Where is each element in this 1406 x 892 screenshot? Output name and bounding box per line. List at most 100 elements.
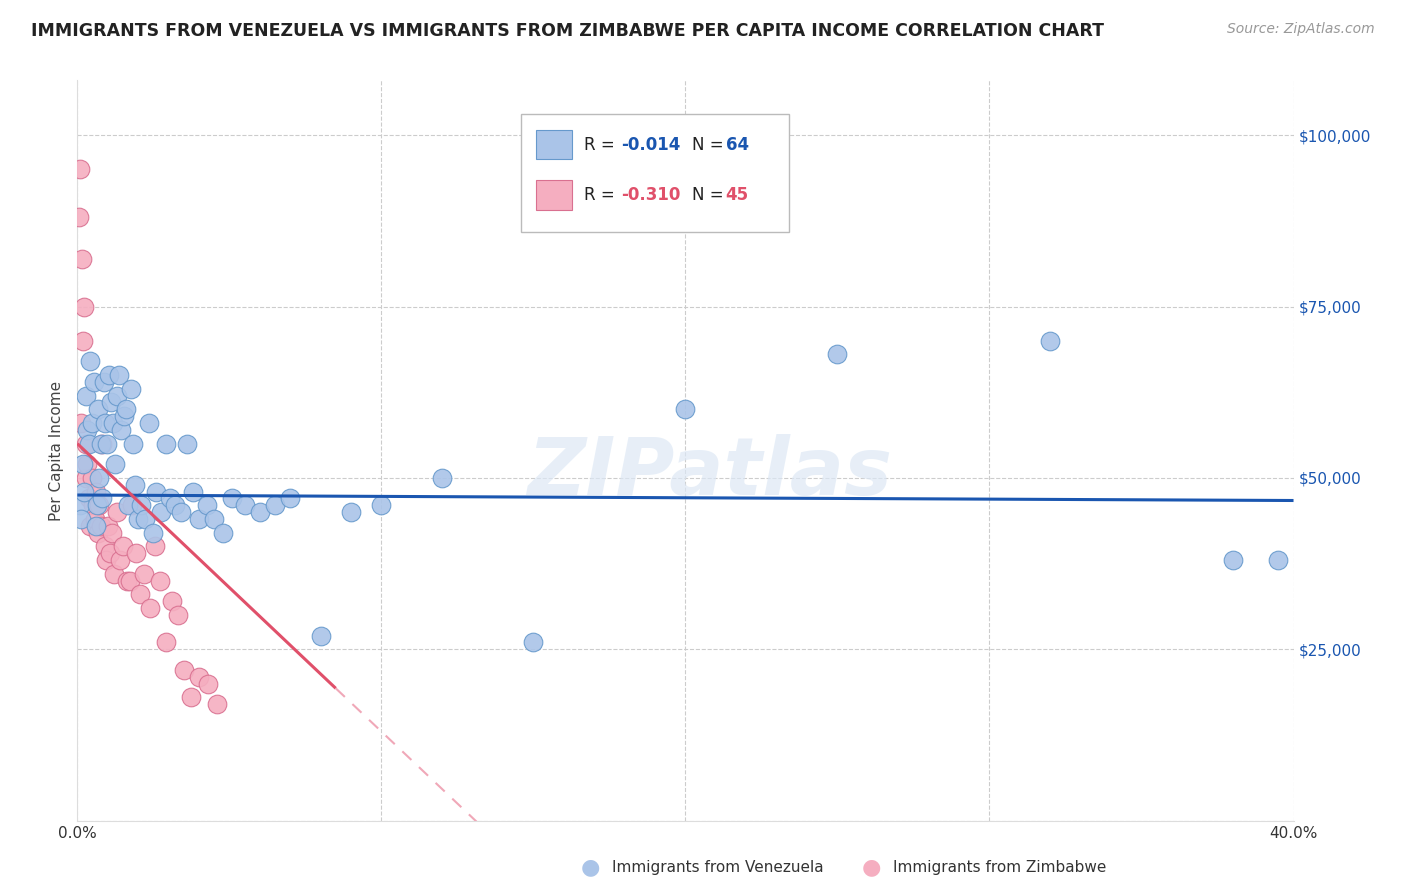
Point <box>112 409 135 424</box>
Point <box>121 436 143 450</box>
Point <box>97 519 120 533</box>
Point <box>70 512 93 526</box>
Point <box>129 498 152 512</box>
Point <box>91 491 114 506</box>
FancyBboxPatch shape <box>536 130 572 160</box>
Text: Source: ZipAtlas.com: Source: ZipAtlas.com <box>1227 22 1375 37</box>
Point <box>79 519 101 533</box>
Point <box>100 395 122 409</box>
Point <box>163 498 186 512</box>
Point <box>105 389 128 403</box>
Point <box>90 436 112 450</box>
Point <box>84 519 107 533</box>
Point <box>93 375 115 389</box>
Point <box>82 498 104 512</box>
Point <box>264 498 287 512</box>
Text: Immigrants from Zimbabwe: Immigrants from Zimbabwe <box>893 860 1107 874</box>
Point <box>827 347 849 361</box>
Text: 45: 45 <box>725 186 748 204</box>
Point <box>73 300 96 314</box>
Point <box>121 498 143 512</box>
Text: ZIPatlas: ZIPatlas <box>527 434 893 512</box>
Point <box>149 505 172 519</box>
Point <box>188 670 211 684</box>
Point <box>86 498 108 512</box>
Point <box>96 553 118 567</box>
Point <box>67 211 90 225</box>
Point <box>96 436 118 450</box>
Point <box>155 436 177 450</box>
Point <box>89 471 111 485</box>
Point <box>69 498 91 512</box>
Point <box>73 484 96 499</box>
Point <box>108 553 131 567</box>
Point <box>142 525 165 540</box>
Point <box>76 423 98 437</box>
Text: -0.310: -0.310 <box>621 186 681 204</box>
Point <box>117 498 139 512</box>
Point <box>128 587 150 601</box>
Point <box>173 663 195 677</box>
Point <box>77 491 100 506</box>
Point <box>170 505 193 519</box>
Point <box>212 525 235 540</box>
Point <box>79 354 101 368</box>
Point <box>115 574 138 588</box>
Point <box>110 423 132 437</box>
Point <box>134 566 156 581</box>
Y-axis label: Per Capita Income: Per Capita Income <box>49 380 65 521</box>
Text: R =: R = <box>585 186 620 204</box>
Text: R =: R = <box>585 136 620 153</box>
Point <box>111 540 134 554</box>
Point <box>176 436 198 450</box>
Point <box>166 607 188 622</box>
Point <box>1222 553 1244 567</box>
Point <box>72 334 94 348</box>
Point <box>87 402 110 417</box>
Point <box>138 416 160 430</box>
Point <box>120 382 142 396</box>
Point <box>98 368 121 382</box>
Point <box>145 484 167 499</box>
Point <box>90 519 112 533</box>
Point <box>108 368 131 382</box>
Point <box>89 498 111 512</box>
Point <box>127 512 149 526</box>
Point <box>118 574 141 588</box>
FancyBboxPatch shape <box>536 180 572 210</box>
Point <box>70 252 93 266</box>
Point <box>69 162 91 177</box>
Point <box>103 566 125 581</box>
Text: ●: ● <box>581 857 600 877</box>
Point <box>180 690 202 705</box>
Point <box>80 471 103 485</box>
Text: ●: ● <box>862 857 882 877</box>
Point <box>75 471 97 485</box>
Point <box>202 512 225 526</box>
Point <box>94 416 117 430</box>
Point <box>75 436 97 450</box>
Point <box>103 416 125 430</box>
Point <box>188 512 211 526</box>
Point <box>76 457 98 471</box>
Point <box>84 484 107 499</box>
Point <box>75 389 97 403</box>
Point <box>233 498 256 512</box>
Point <box>309 628 332 642</box>
Point <box>430 471 453 485</box>
Text: IMMIGRANTS FROM VENEZUELA VS IMMIGRANTS FROM ZIMBABWE PER CAPITA INCOME CORRELAT: IMMIGRANTS FROM VENEZUELA VS IMMIGRANTS … <box>31 22 1104 40</box>
Point <box>197 676 219 690</box>
Point <box>340 505 363 519</box>
Point <box>77 436 100 450</box>
Point <box>143 540 166 554</box>
Point <box>84 512 107 526</box>
Point <box>115 402 138 417</box>
FancyBboxPatch shape <box>522 113 789 232</box>
Point <box>195 498 218 512</box>
Point <box>160 594 183 608</box>
Point <box>138 601 160 615</box>
Point <box>87 525 110 540</box>
Point <box>205 697 228 711</box>
Point <box>93 540 115 554</box>
Point <box>278 491 301 506</box>
